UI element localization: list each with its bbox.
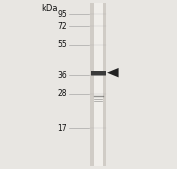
Text: kDa: kDa <box>41 4 58 13</box>
Text: 36: 36 <box>58 71 67 80</box>
Text: 72: 72 <box>58 22 67 31</box>
Text: 55: 55 <box>58 40 67 49</box>
Text: 17: 17 <box>58 124 67 133</box>
Bar <box>94 3 103 166</box>
Polygon shape <box>107 68 119 77</box>
Text: 28: 28 <box>58 89 67 98</box>
Text: 95: 95 <box>58 10 67 19</box>
Bar <box>90 3 106 166</box>
